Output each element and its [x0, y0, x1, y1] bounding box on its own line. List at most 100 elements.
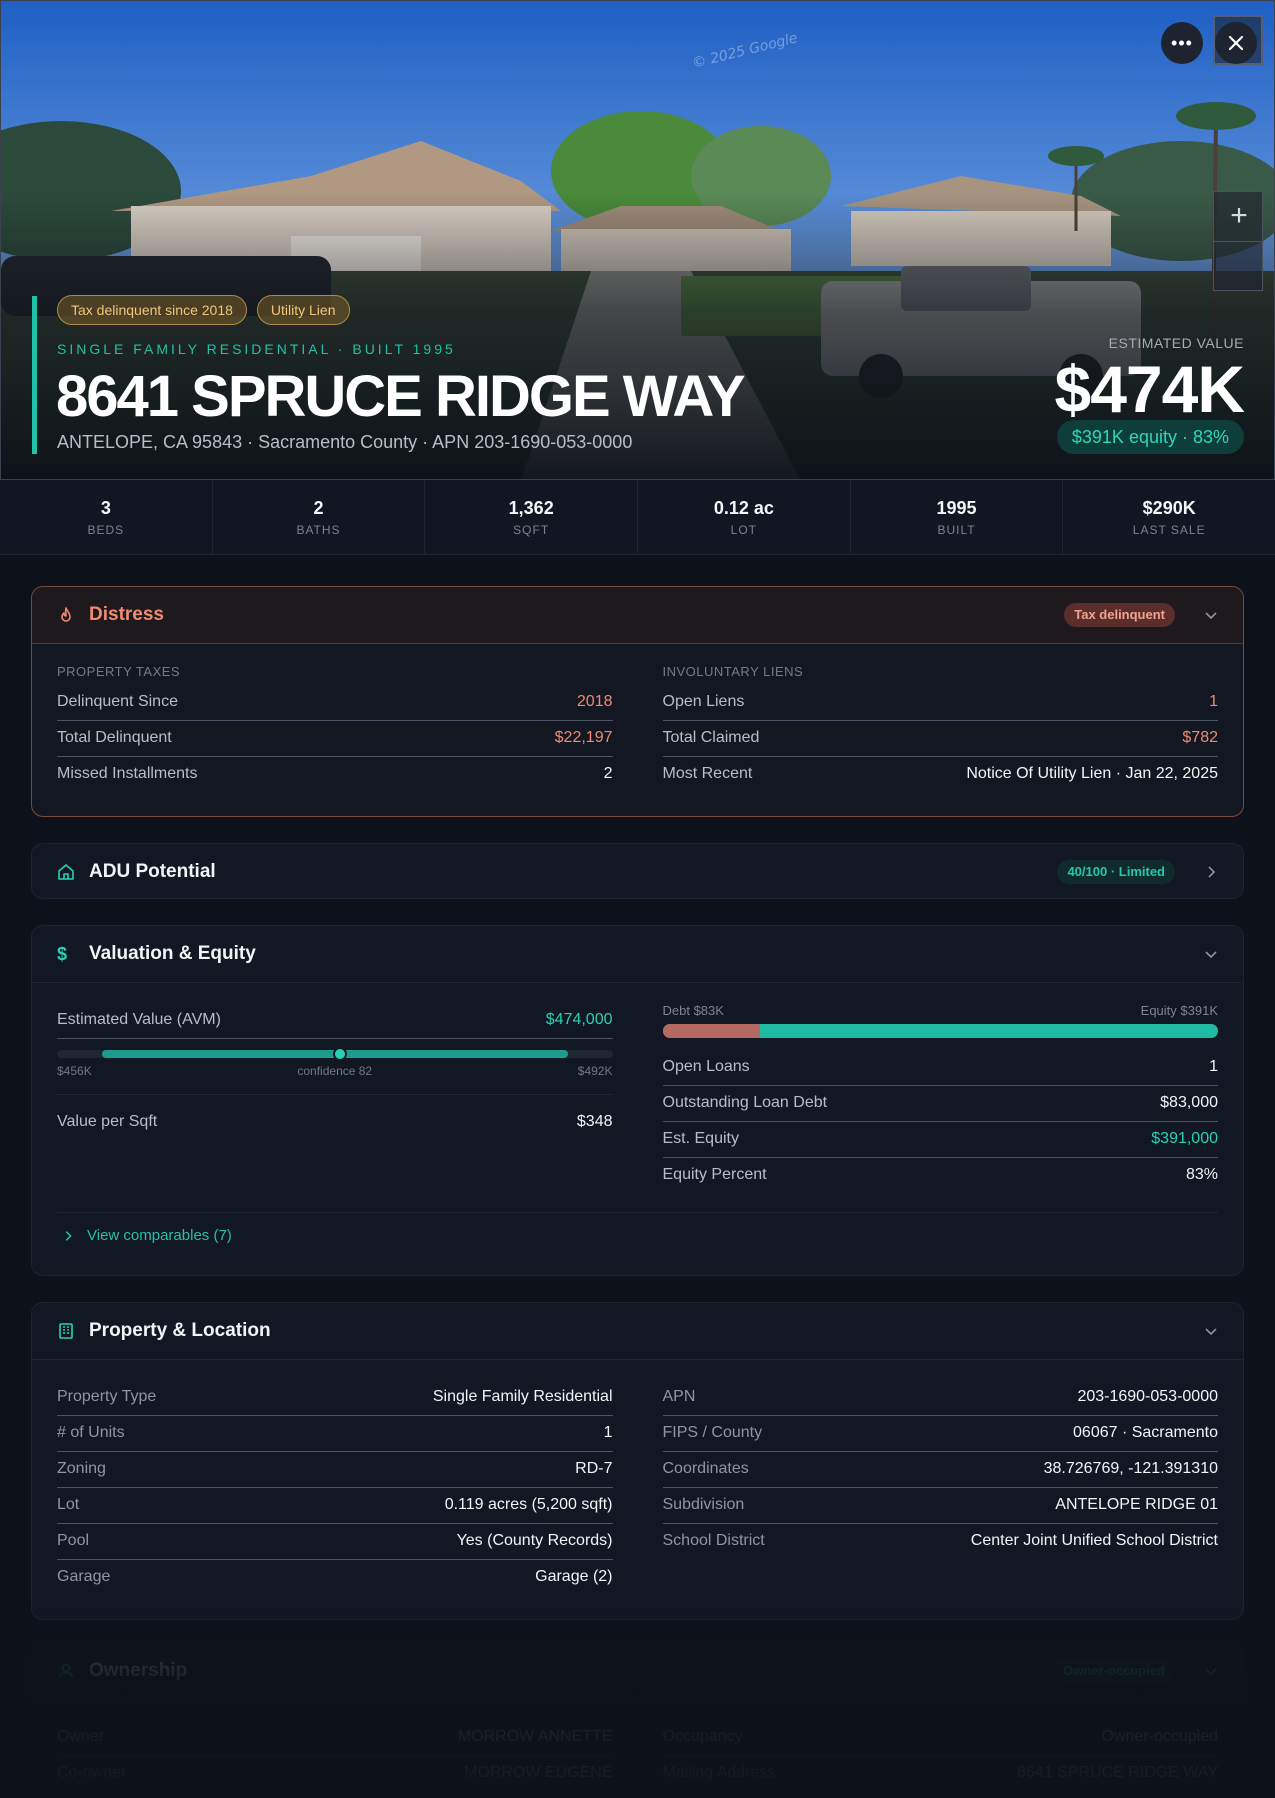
- row-value: 1: [1209, 1058, 1218, 1075]
- stat-value: $290K: [1142, 498, 1196, 518]
- row-value: 2: [603, 765, 613, 782]
- ownership-right: Occupancy Owner-occupied Mailing Address 8…: [662, 1720, 1219, 1792]
- row-value: Owner-occupied: [1101, 1728, 1219, 1745]
- chevron-right-icon[interactable]: [1203, 864, 1219, 880]
- distress-card-header[interactable]: Distress Tax delinquent: [32, 587, 1243, 643]
- property-stats-bar: 3 BEDS 2 BATHS 1,362 SQFT 0.12 ac LOT 1995 BU…: [0, 480, 1275, 555]
- hero-gradient-overlay: [1, 1, 1274, 479]
- row-key: Occupancy: [662, 1728, 743, 1745]
- row-key: Value per Sqft: [57, 1113, 158, 1130]
- chevron-down-icon[interactable]: [1203, 1663, 1219, 1679]
- distress-card: Distress Tax delinquent PROPERTY TAXES D…: [31, 586, 1244, 817]
- row-value: Single Family Residential: [432, 1388, 613, 1405]
- table-row: Subdivision ANTELOPE RIDGE 01: [662, 1488, 1218, 1524]
- row-key: Co-owner: [57, 1764, 127, 1781]
- row-key: Zoning: [57, 1460, 106, 1477]
- row-value: RD-7: [575, 1460, 613, 1477]
- table-row: FIPS / County 06067 · Sacramento: [662, 1416, 1218, 1452]
- table-row: Value per Sqft $348: [57, 1105, 613, 1141]
- stat-label: BATHS: [296, 523, 341, 537]
- ownership-card-header[interactable]: Ownership Owner-occupied: [32, 1643, 1243, 1699]
- row-key: Lot: [57, 1496, 80, 1513]
- row-key: Total Delinquent: [57, 729, 172, 746]
- equity-badge: $391K equity · 83%: [1056, 420, 1244, 454]
- row-key: Delinquent Since: [57, 693, 178, 710]
- view-comparables-link[interactable]: View comparables (7): [57, 1212, 1218, 1244]
- stat-label: BEDS: [87, 523, 125, 537]
- row-value: 1: [1209, 693, 1218, 710]
- table-row: Total Delinquent $22,197: [57, 721, 613, 757]
- avm-row: Estimated Value (AVM) $474,000: [57, 1003, 613, 1039]
- stat-label: SQFT: [513, 523, 550, 537]
- occupancy-badge: Owner-occupied: [1053, 1659, 1175, 1683]
- close-icon: [1228, 35, 1244, 51]
- distress-status-badge: Tax delinquent: [1064, 603, 1175, 627]
- table-row: Garage Garage (2): [57, 1560, 613, 1596]
- valuation-title: Valuation & Equity: [89, 943, 256, 964]
- row-key: Outstanding Loan Debt: [662, 1094, 828, 1111]
- table-row: # of Units 1: [57, 1416, 613, 1452]
- row-value: Garage (2): [535, 1568, 613, 1585]
- row-key: Missed Installments: [57, 765, 198, 782]
- table-row: Pool Yes (County Records): [57, 1524, 613, 1560]
- range-low: $456K: [57, 1064, 92, 1078]
- chip-tax-delinquent: Tax delinquent since 2018: [57, 295, 247, 325]
- close-button[interactable]: [1215, 22, 1257, 64]
- avm-label: Estimated Value (AVM): [57, 1011, 221, 1028]
- property-taxes-section: PROPERTY TAXES Delinquent Since 2018 Tota…: [57, 664, 613, 793]
- street-view-zoom-control: +: [1213, 191, 1264, 291]
- more-options-button[interactable]: •••: [1161, 22, 1203, 64]
- row-key: Open Liens: [662, 693, 745, 710]
- home-icon: [57, 862, 77, 882]
- stat-value: 0.12 ac: [713, 498, 774, 518]
- distress-chips: Tax delinquent since 2018 Utility Lien: [57, 295, 350, 325]
- property-title: Property & Location: [89, 1320, 271, 1341]
- table-row: Owner MORROW ANNETTE: [57, 1720, 613, 1756]
- row-key: Pool: [57, 1532, 90, 1549]
- stat-value: 2: [313, 498, 324, 518]
- row-value: ANTELOPE RIDGE 01: [1055, 1496, 1218, 1513]
- property-location-card: Property & Location Property Type Single …: [31, 1302, 1244, 1620]
- valuation-card-header[interactable]: $ Valuation & Equity: [32, 926, 1243, 982]
- section-label: PROPERTY TAXES: [57, 664, 181, 679]
- row-key: FIPS / County: [662, 1424, 763, 1441]
- chevron-down-icon[interactable]: [1203, 607, 1219, 623]
- chevron-down-icon[interactable]: [1203, 946, 1219, 962]
- table-row: Delinquent Since 2018: [57, 685, 613, 721]
- row-key: APN: [662, 1388, 696, 1405]
- stat-value: 3: [100, 498, 111, 518]
- row-key: Subdivision: [662, 1496, 745, 1513]
- adu-potential-card[interactable]: ADU Potential 40/100 · Limited: [31, 843, 1244, 899]
- row-key: Total Claimed: [662, 729, 760, 746]
- chip-utility-lien: Utility Lien: [256, 295, 350, 325]
- stat-baths: 2 BATHS: [213, 480, 426, 554]
- table-row: Most Recent Notice Of Utility Lien · Jan …: [663, 757, 1219, 793]
- valuation-equity-card: $ Valuation & Equity Estimated Value (AV…: [31, 925, 1244, 1276]
- chevron-down-icon[interactable]: [1203, 1323, 1219, 1339]
- row-value: 83%: [1185, 1166, 1218, 1183]
- equity-label: Equity $391K: [1140, 1003, 1218, 1018]
- table-row: Outstanding Loan Debt $83,000: [662, 1086, 1218, 1122]
- stat-label: LAST SALE: [1132, 523, 1206, 537]
- row-value: 2018: [576, 693, 613, 710]
- row-key: School District: [662, 1532, 765, 1549]
- chevron-right-icon: [65, 1230, 72, 1241]
- zoom-in-button[interactable]: +: [1214, 192, 1264, 242]
- avm-confidence-range: [57, 1047, 613, 1061]
- estimated-value: $474K: [1054, 352, 1245, 426]
- row-key: Equity Percent: [662, 1166, 767, 1183]
- row-key: Est. Equity: [662, 1130, 739, 1147]
- property-card-header[interactable]: Property & Location: [32, 1303, 1243, 1359]
- row-key: Open Loans: [662, 1058, 750, 1075]
- page-title: 8641 SPRUCE RIDGE WAY: [56, 364, 746, 429]
- property-details-left: Property Type Single Family Residential #…: [57, 1380, 613, 1596]
- stat-label: BUILT: [937, 523, 976, 537]
- table-row: Est. Equity $391,000: [662, 1122, 1218, 1158]
- adu-card-header[interactable]: ADU Potential 40/100 · Limited: [32, 844, 1243, 898]
- table-row: Open Liens 1: [662, 685, 1218, 721]
- ownership-card: Ownership Owner-occupied Owner MORROW ANN…: [31, 1642, 1244, 1798]
- row-value: MORROW ANNETTE: [457, 1728, 613, 1745]
- avm-value: $474,000: [545, 1011, 613, 1028]
- hero-accent-bar: [32, 296, 37, 454]
- row-value: $22,197: [554, 729, 613, 746]
